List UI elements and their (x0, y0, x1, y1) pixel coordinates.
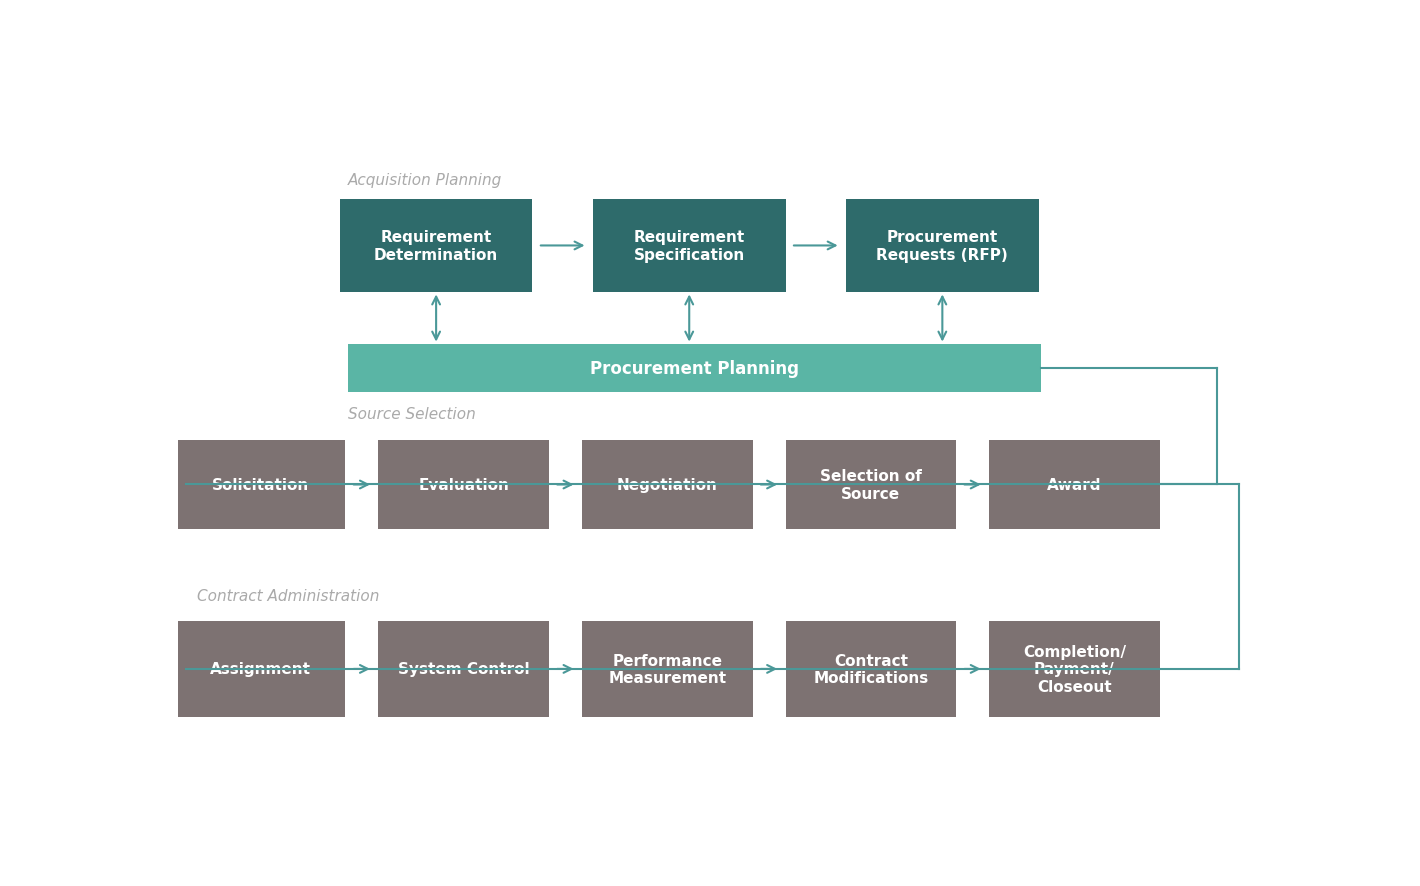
FancyBboxPatch shape (594, 200, 785, 292)
FancyBboxPatch shape (378, 440, 550, 529)
Text: System Control: System Control (398, 662, 530, 677)
Text: Requirement
Determination: Requirement Determination (373, 230, 498, 262)
Text: Award: Award (1047, 478, 1102, 493)
FancyBboxPatch shape (582, 621, 753, 717)
FancyBboxPatch shape (175, 621, 345, 717)
Text: Selection of
Source: Selection of Source (819, 469, 922, 501)
Text: Requirement
Specification: Requirement Specification (633, 230, 746, 262)
Text: Procurement Planning: Procurement Planning (591, 360, 799, 378)
FancyBboxPatch shape (339, 200, 532, 292)
Text: Acquisition Planning: Acquisition Planning (348, 173, 503, 188)
FancyBboxPatch shape (378, 621, 550, 717)
Text: Solicitation: Solicitation (212, 478, 308, 493)
FancyBboxPatch shape (990, 440, 1160, 529)
FancyBboxPatch shape (846, 200, 1038, 292)
Text: Source Selection: Source Selection (348, 407, 476, 422)
Text: Assignment: Assignment (210, 662, 311, 677)
FancyBboxPatch shape (990, 621, 1160, 717)
Text: Contract Administration: Contract Administration (197, 588, 379, 603)
FancyBboxPatch shape (785, 621, 956, 717)
Text: Procurement
Requests (RFP): Procurement Requests (RFP) (876, 230, 1008, 262)
Text: Contract
Modifications: Contract Modifications (814, 653, 929, 686)
FancyBboxPatch shape (582, 440, 753, 529)
FancyBboxPatch shape (175, 440, 345, 529)
Text: Evaluation: Evaluation (419, 478, 508, 493)
Text: Performance
Measurement: Performance Measurement (608, 653, 726, 686)
Text: Negotiation: Negotiation (616, 478, 717, 493)
FancyBboxPatch shape (348, 346, 1041, 392)
FancyBboxPatch shape (785, 440, 956, 529)
Text: Completion/
Payment/
Closeout: Completion/ Payment/ Closeout (1022, 644, 1126, 694)
